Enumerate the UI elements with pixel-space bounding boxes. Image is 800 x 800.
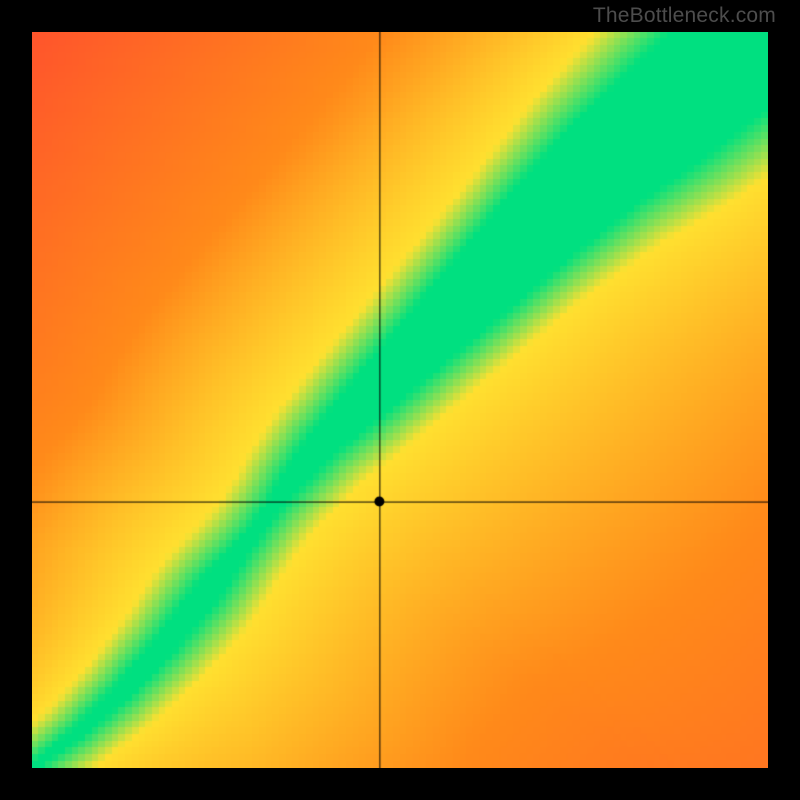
bottleneck-heatmap bbox=[32, 32, 768, 768]
chart-container: { "watermark": { "text": "TheBottleneck.… bbox=[0, 0, 800, 800]
watermark-text: TheBottleneck.com bbox=[593, 4, 776, 28]
